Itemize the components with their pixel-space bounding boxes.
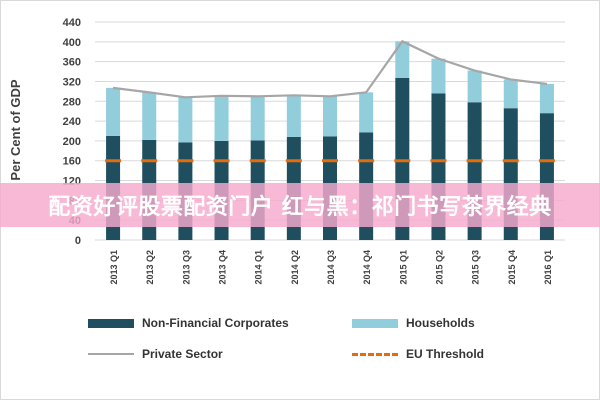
- bar-households: [214, 95, 229, 141]
- y-axis-label: Per Cent of GDP: [8, 79, 23, 180]
- y-tick-label: 360: [63, 57, 81, 69]
- bar-households: [395, 41, 410, 78]
- x-tick-label: 2014 Q2: [290, 250, 300, 285]
- x-tick-label: 2013 Q3: [181, 250, 191, 285]
- series-lines: [105, 39, 555, 163]
- legend-swatch-eu-threshold: [352, 352, 398, 356]
- x-tick-label: 2014 Q1: [254, 250, 264, 285]
- y-tick-label: 280: [63, 96, 81, 108]
- legend-item-private-sector: Private Sector: [88, 347, 223, 361]
- y-tick-label: 0: [75, 235, 81, 247]
- bar-households: [467, 70, 482, 103]
- legend-label-eu-threshold: EU Threshold: [406, 347, 485, 361]
- y-tick-label: 240: [63, 116, 81, 128]
- legend-item-nfc: Non-Financial Corporates: [88, 316, 289, 330]
- y-tick-label: 160: [63, 156, 81, 168]
- legend-swatch-nfc: [88, 318, 134, 328]
- bar-households: [106, 87, 121, 136]
- line-private-sector: [112, 39, 548, 99]
- bar-households: [286, 95, 301, 137]
- x-tick-label: 2014 Q3: [326, 250, 336, 285]
- x-tick-label: 2014 Q4: [362, 250, 372, 285]
- gridlines: [95, 21, 565, 241]
- bar-households: [503, 79, 518, 109]
- y-tick-label: 400: [63, 37, 81, 49]
- bar-households: [359, 92, 374, 133]
- bar-households: [323, 96, 337, 137]
- legend-label-nfc: Non-Financial Corporates: [142, 316, 289, 330]
- x-tick-label: 2015 Q4: [507, 250, 517, 285]
- bar-households: [539, 83, 554, 114]
- x-tick-label: 2015 Q1: [398, 250, 408, 285]
- x-tick-label: 2016 Q1: [543, 250, 553, 285]
- legend-label-households: Households: [406, 316, 475, 330]
- x-tick-label: 2013 Q1: [109, 250, 119, 285]
- x-tick-label: 2013 Q2: [145, 250, 155, 285]
- x-tick-label: 2015 Q3: [471, 250, 481, 285]
- legend-item-eu-threshold: EU Threshold: [352, 347, 484, 361]
- bar-households: [142, 92, 157, 140]
- bar-households: [431, 58, 446, 94]
- x-tick-label: 2013 Q4: [218, 250, 228, 285]
- bar-households: [178, 97, 193, 143]
- y-tick-label: 200: [63, 136, 81, 148]
- legend-label-private-sector: Private Sector: [142, 347, 223, 361]
- x-axis: 2013 Q1 2013 Q2 2013 Q3 2013 Q4 2014 Q1 2014 …: [109, 250, 553, 285]
- y-tick-label: 320: [63, 76, 81, 88]
- legend-item-households: Households: [352, 316, 475, 330]
- overlay-banner: 配资好评股票配资门户 红与黑：祁门书写茶界经典: [0, 183, 600, 227]
- x-tick-label: 2015 Q2: [434, 250, 444, 285]
- bar-households: [250, 96, 265, 141]
- y-tick-label: 440: [63, 17, 81, 29]
- legend-swatch-households: [352, 318, 398, 328]
- legend-swatch-private-sector: [88, 353, 134, 355]
